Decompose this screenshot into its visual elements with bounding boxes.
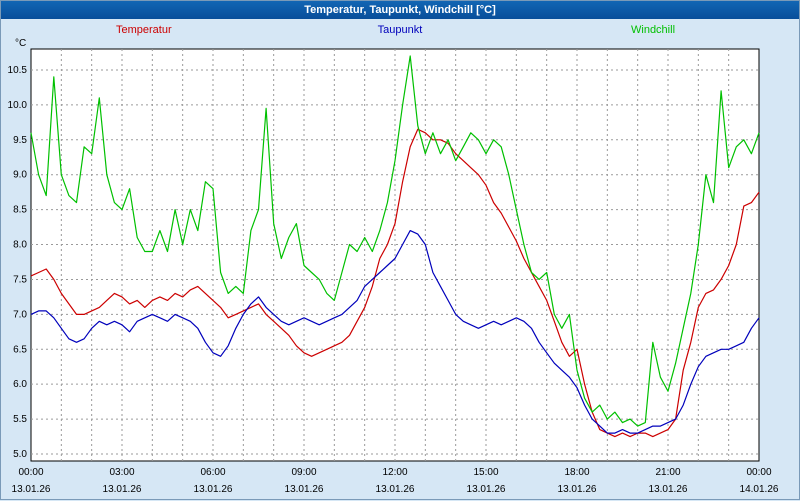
legend-taupunkt: Taupunkt (377, 24, 423, 36)
svg-text:12:00: 12:00 (382, 467, 407, 478)
legend-temperatur: Temperatur (116, 24, 172, 36)
svg-text:18:00: 18:00 (564, 467, 589, 478)
window-titlebar: Temperatur, Taupunkt, Windchill [°C] (1, 1, 799, 19)
legend-windchill: Windchill (631, 24, 676, 36)
svg-text:6.0: 6.0 (13, 379, 27, 390)
chart-legend: Temperatur Taupunkt Windchill (1, 24, 799, 40)
svg-text:13.01.26: 13.01.26 (12, 484, 51, 495)
svg-text:13.01.26: 13.01.26 (467, 484, 506, 495)
y-axis-unit-label: °C (15, 38, 27, 49)
svg-text:21:00: 21:00 (655, 467, 680, 478)
svg-text:13.01.26: 13.01.26 (558, 484, 597, 495)
svg-text:7.0: 7.0 (13, 309, 27, 320)
svg-text:6.5: 6.5 (13, 344, 27, 355)
svg-text:00:00: 00:00 (746, 467, 771, 478)
svg-text:7.5: 7.5 (13, 274, 27, 285)
svg-text:03:00: 03:00 (109, 467, 134, 478)
svg-text:9.5: 9.5 (13, 135, 27, 146)
svg-text:06:00: 06:00 (200, 467, 225, 478)
svg-text:13.01.26: 13.01.26 (376, 484, 415, 495)
svg-text:00:00: 00:00 (18, 467, 43, 478)
window-title: Temperatur, Taupunkt, Windchill [°C] (304, 4, 496, 16)
svg-text:8.0: 8.0 (13, 240, 27, 251)
svg-text:5.5: 5.5 (13, 414, 27, 425)
svg-text:13.01.26: 13.01.26 (103, 484, 142, 495)
svg-text:9.0: 9.0 (13, 170, 27, 181)
svg-text:10.5: 10.5 (8, 65, 28, 76)
svg-text:5.0: 5.0 (13, 449, 27, 460)
svg-text:14.01.26: 14.01.26 (740, 484, 779, 495)
svg-text:15:00: 15:00 (473, 467, 498, 478)
svg-text:13.01.26: 13.01.26 (194, 484, 233, 495)
svg-text:13.01.26: 13.01.26 (649, 484, 688, 495)
svg-text:8.5: 8.5 (13, 205, 27, 216)
svg-text:13.01.26: 13.01.26 (285, 484, 324, 495)
svg-text:09:00: 09:00 (291, 467, 316, 478)
svg-text:10.0: 10.0 (8, 100, 28, 111)
